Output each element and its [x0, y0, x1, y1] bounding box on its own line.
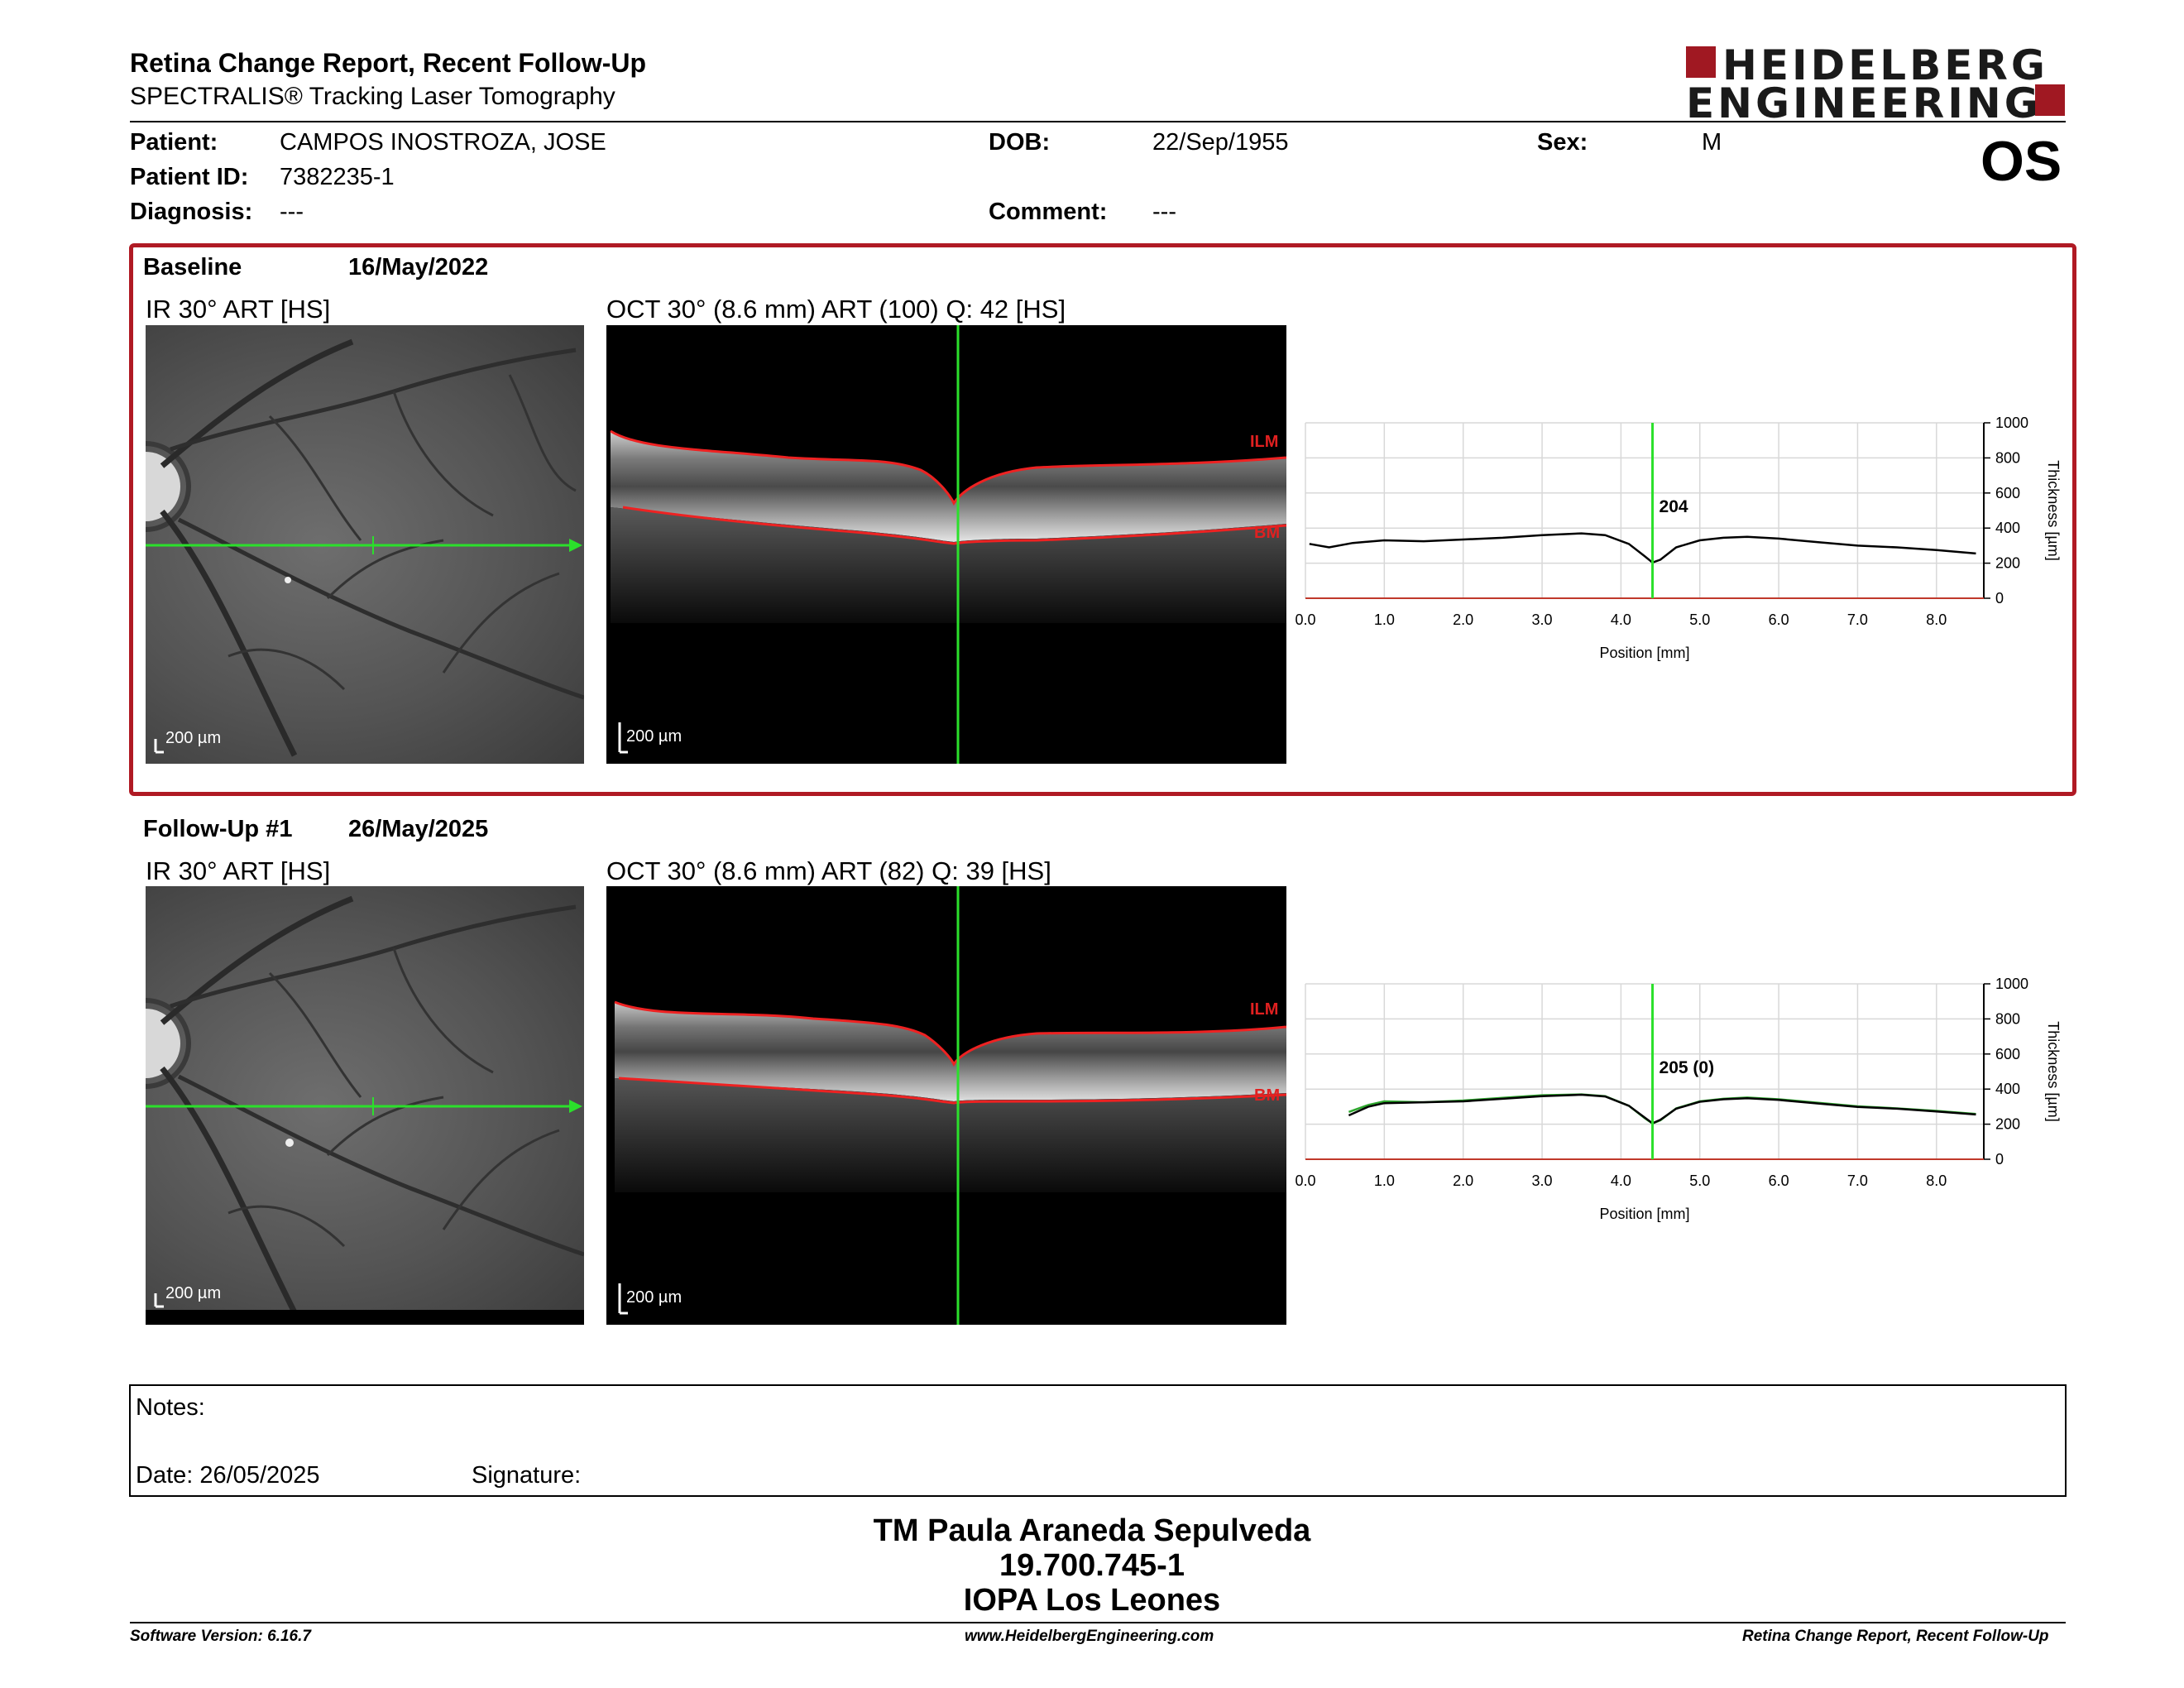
patient-name-label: Patient:: [130, 129, 218, 156]
footer-report-name: Retina Change Report, Recent Follow-Up: [1742, 1628, 2049, 1645]
x-tick-label: 8.0: [1926, 1172, 1947, 1189]
followup-thickness-chart: 0.0 1.0 2.0 3.0 4.0 5.0 6.0 7.0 8.0 0 200 400 600 800…: [1295, 976, 2062, 1222]
logo-text-line2: ENGINEERING: [1686, 79, 2042, 127]
followup-ir-title: IR 30° ART [HS]: [146, 856, 331, 885]
dob-label: DOB:: [989, 129, 1051, 156]
x-tick-label: 3.0: [1532, 611, 1553, 628]
x-tick-label: 5.0: [1689, 1172, 1710, 1189]
patient-id: 7382235-1: [280, 164, 395, 190]
eye-indicator: OS: [1980, 130, 2062, 193]
baseline-bm-label: BM: [1254, 524, 1281, 542]
marker-value-label: 205 (0): [1660, 1058, 1715, 1077]
x-tick-label: 7.0: [1847, 611, 1868, 628]
x-tick-label: 2.0: [1453, 1172, 1473, 1189]
logo-text-line1: HEIDELBERG: [1722, 41, 2048, 89]
signature-institution: IOPA Los Leones: [963, 1583, 1221, 1618]
baseline-oct-title: OCT 30° (8.6 mm) ART (100) Q: 42 [HS]: [606, 295, 1066, 324]
baseline-section-frame: [129, 243, 2076, 796]
diagnosis-label: Diagnosis:: [130, 199, 253, 225]
followup-bm-label: BM: [1254, 1086, 1281, 1105]
baseline-oct-layers: [610, 325, 1286, 764]
notes-label: Notes:: [136, 1394, 205, 1421]
x-tick-label: 8.0: [1926, 611, 1947, 628]
baseline-label: Baseline: [143, 254, 242, 281]
baseline-ir-vessels: [146, 338, 584, 757]
notes-box: Notes: Date: 26/05/2025 Signature:: [129, 1384, 2067, 1497]
signature-name: TM Paula Araneda Sepulveda: [873, 1513, 1311, 1548]
comment-value: ---: [1152, 199, 1176, 225]
patient-name: CAMPOS INOSTROZA, JOSE: [280, 129, 606, 156]
baseline-ir-title: IR 30° ART [HS]: [146, 295, 331, 324]
signature-id: 19.700.745-1: [999, 1548, 1185, 1583]
baseline-oct-bscan: ILM BM 200 µm: [606, 325, 1286, 764]
header-divider: [130, 121, 2066, 122]
thickness-series-line: [1309, 532, 1976, 564]
y-tick-label: 1000: [1995, 415, 2028, 431]
followup-ir-fundus-image: 200 µm: [146, 886, 584, 1325]
baseline-ir-fundus-image: 200 µm: [146, 325, 584, 764]
diagnosis-value: ---: [280, 199, 304, 225]
y-tick-label: 0: [1995, 1151, 2004, 1168]
baseline-ilm-label: ILM: [1250, 433, 1279, 451]
followup-oct-title: OCT 30° (8.6 mm) ART (82) Q: 39 [HS]: [606, 856, 1051, 885]
x-tick-label: 4.0: [1611, 1172, 1631, 1189]
y-tick-label: 200: [1995, 555, 2020, 572]
x-axis-label: Position [mm]: [1599, 645, 1689, 661]
y-tick-label: 200: [1995, 1116, 2020, 1133]
x-tick-label: 6.0: [1769, 611, 1789, 628]
x-tick-label: 6.0: [1769, 1172, 1789, 1189]
baseline-date: 16/May/2022: [348, 254, 489, 281]
logo-square-top: [1686, 46, 1716, 78]
y-tick-label: 600: [1995, 1046, 2020, 1062]
baseline-oct-scale: 200 µm: [626, 727, 682, 746]
y-tick-label: 400: [1995, 520, 2020, 536]
followup-oct-bscan: ILM BM 200 µm: [606, 886, 1286, 1325]
footer-software-version: Software Version: 6.16.7: [130, 1628, 311, 1645]
x-tick-label: 1.0: [1374, 611, 1395, 628]
followup-ir-scale: 200 µm: [165, 1284, 222, 1302]
x-tick-label: 3.0: [1532, 1172, 1553, 1189]
x-tick-label: 5.0: [1689, 611, 1710, 628]
footer-divider: [130, 1622, 2066, 1623]
dob-value: 22/Sep/1955: [1152, 129, 1289, 156]
followup-label: Follow-Up #1: [143, 816, 293, 842]
footer-website: www.HeidelbergEngineering.com: [965, 1628, 1214, 1645]
patient-id-label: Patient ID:: [130, 164, 249, 190]
thickness-series-line: [1348, 1093, 1976, 1125]
baseline-thickness-chart: 0.0 1.0 2.0 3.0 4.0 5.0 6.0 7.0 8.0 0 200 400 600 800…: [1295, 415, 2062, 661]
notes-date: Date: 26/05/2025: [136, 1462, 320, 1489]
y-tick-label: 600: [1995, 485, 2020, 501]
followup-oct-layers: [614, 886, 1286, 1325]
y-tick-label: 400: [1995, 1081, 2020, 1097]
signature-label: Signature:: [472, 1462, 582, 1489]
x-tick-label: 0.0: [1295, 611, 1315, 628]
x-tick-label: 2.0: [1453, 611, 1473, 628]
marker-value-label: 204: [1660, 497, 1688, 516]
x-tick-label: 4.0: [1611, 611, 1631, 628]
sex-label: Sex:: [1537, 129, 1588, 156]
y-axis-label: Thickness [µm]: [2045, 460, 2062, 560]
comment-label: Comment:: [989, 199, 1108, 225]
x-tick-label: 7.0: [1847, 1172, 1868, 1189]
x-axis-label: Position [mm]: [1599, 1206, 1689, 1222]
followup-ir-vessels: [146, 895, 584, 1325]
y-axis-label: Thickness [µm]: [2045, 1021, 2062, 1121]
y-tick-label: 800: [1995, 449, 2020, 466]
x-tick-label: 0.0: [1295, 1172, 1315, 1189]
y-tick-label: 800: [1995, 1010, 2020, 1027]
sex-value: M: [1702, 129, 1722, 156]
followup-ilm-label: ILM: [1250, 1000, 1279, 1019]
followup-date: 26/May/2025: [348, 816, 489, 842]
report-title: Retina Change Report, Recent Follow-Up: [130, 48, 647, 78]
followup-oct-scale: 200 µm: [626, 1288, 682, 1307]
y-tick-label: 0: [1995, 590, 2004, 607]
report-subtitle: SPECTRALIS® Tracking Laser Tomography: [130, 83, 615, 110]
logo-square-bottom: [2035, 84, 2065, 116]
x-tick-label: 1.0: [1374, 1172, 1395, 1189]
baseline-ir-scale: 200 µm: [165, 729, 222, 747]
y-tick-label: 1000: [1995, 976, 2028, 992]
